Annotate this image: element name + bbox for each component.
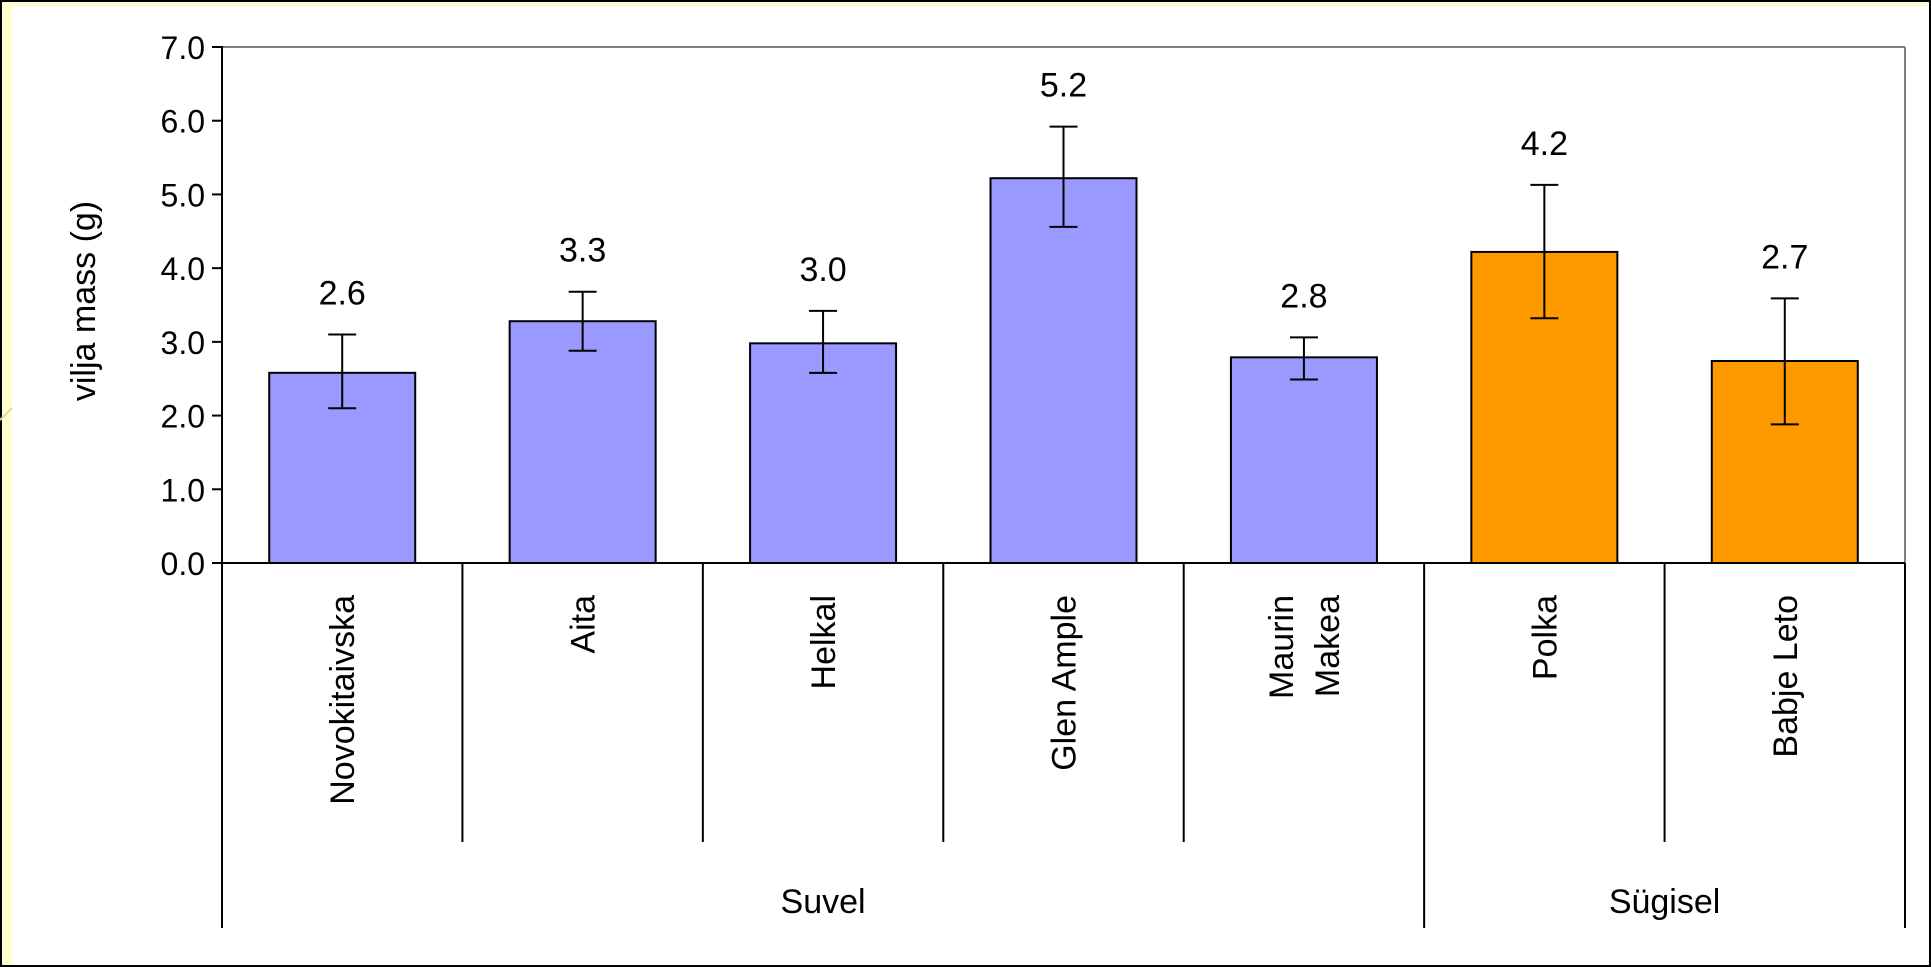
x-tick-label: Helkal: [805, 595, 843, 689]
x-tick-label: Babje Leto: [1767, 595, 1805, 758]
data-label: 2.6: [319, 274, 366, 312]
x-tick-label: Makea: [1309, 595, 1347, 697]
x-tick-label: Maurin: [1263, 595, 1301, 699]
x-tick-label: Glen Ample: [1046, 595, 1084, 771]
data-label: 4.2: [1521, 125, 1568, 163]
x-tick-label: Novokitaivska: [324, 595, 362, 805]
data-label: 3.3: [559, 232, 606, 270]
y-axis-label: vilja mass (g): [65, 201, 103, 401]
bar: [989, 177, 1138, 564]
y-tick-label: 6.0: [161, 104, 205, 140]
data-label: 5.2: [1040, 67, 1087, 105]
data-label: 2.8: [1280, 277, 1327, 315]
group-label: Suvel: [781, 883, 866, 921]
x-tick-label: Aita: [565, 595, 603, 654]
y-tick-label: 3.0: [161, 325, 205, 361]
y-tick-label: 2.0: [161, 399, 205, 435]
data-label: 2.7: [1761, 238, 1808, 276]
bar: [1229, 356, 1378, 564]
data-label: 3.0: [799, 251, 846, 289]
x-tick-label: Polka: [1526, 595, 1564, 680]
bar: [508, 320, 657, 564]
group-label: Sügisel: [1609, 883, 1721, 921]
plot-area: 0.0 1.0 2.0 3.0 4.0 5.0 6.0 7.0 2.6 3.3 3.0 5.2 2.8 4…: [161, 30, 1906, 928]
y-tick-label: 5.0: [161, 177, 205, 213]
y-tick-label: 4.0: [161, 251, 205, 287]
bar: [749, 342, 898, 564]
y-tick-label: 7.0: [161, 30, 205, 66]
y-tick-label: 0.0: [161, 546, 205, 582]
y-tick-label: 1.0: [161, 472, 205, 508]
